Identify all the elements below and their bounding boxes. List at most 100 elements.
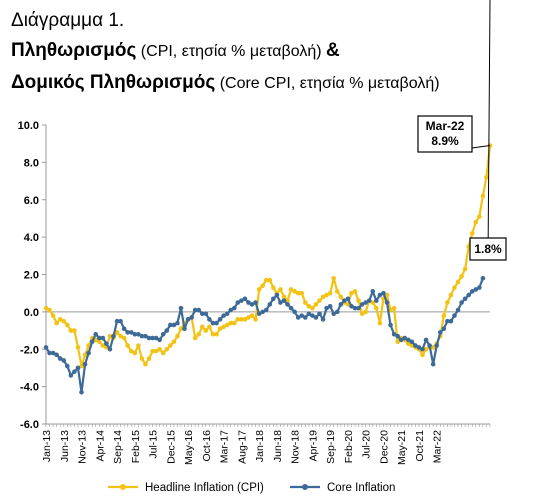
x-tick-label: Oct-21 [414, 430, 426, 462]
point-core [43, 345, 49, 350]
point-headline [374, 305, 379, 311]
point-headline [441, 313, 447, 318]
point-headline [157, 346, 162, 352]
x-axis: Jan-13 Jun-13 Nov-13 Apr-14 Sep-14 Feb-15 Jul-… [41, 311, 491, 465]
point-core [175, 320, 180, 326]
point-core [480, 275, 486, 281]
x-tick-label: Jun-18 [272, 430, 284, 462]
point-core [132, 332, 138, 337]
point-headline [469, 231, 475, 236]
point-core [79, 389, 84, 395]
x-tick-label: May-21 [396, 430, 408, 465]
point-core [370, 289, 376, 294]
x-tick-label: Nov-18 [290, 430, 302, 464]
point-headline [217, 326, 223, 331]
point-core [65, 363, 70, 369]
point-headline [57, 317, 63, 322]
point-core [107, 346, 113, 352]
point-headline [125, 343, 130, 348]
x-tick-label: Nov-13 [77, 430, 89, 464]
point-headline [246, 315, 251, 320]
y-tick-label: 0.0 [24, 307, 39, 319]
title-core-bold: Δομικός Πληθωρισμός [11, 72, 216, 93]
point-core [285, 302, 290, 307]
series-layer [43, 143, 493, 395]
point-headline [299, 290, 305, 296]
point-headline [253, 317, 258, 322]
x-tick-label: Oct-16 [201, 430, 213, 462]
point-core [47, 350, 52, 356]
point-headline [143, 361, 148, 367]
point-core [271, 296, 276, 302]
point-core [150, 335, 155, 341]
point-headline [359, 311, 365, 317]
x-tick-label: Jul-20 [361, 430, 373, 459]
point-core [377, 292, 383, 298]
point-headline [477, 214, 482, 219]
point-core [160, 332, 166, 337]
point-core [96, 335, 102, 341]
point-core [203, 311, 209, 317]
title-cpi-desc: (CPI, ετησία % μεταβολή) [136, 43, 327, 60]
point-core [82, 361, 88, 367]
point-headline [164, 346, 170, 352]
annotations: Mar-228.9% 1.8% [417, 0, 507, 261]
point-headline [210, 332, 216, 337]
point-headline [256, 287, 262, 292]
point-headline [263, 277, 269, 283]
point-headline [61, 318, 67, 324]
title-ampersand: & [326, 40, 340, 61]
point-core [352, 305, 358, 311]
point-core [89, 339, 95, 345]
point-core [199, 311, 205, 317]
point-core [359, 302, 365, 307]
point-headline [448, 292, 454, 298]
point-headline [150, 348, 155, 354]
point-core [398, 337, 404, 343]
point-core [374, 298, 379, 303]
point-core [235, 300, 241, 305]
point-headline [178, 326, 184, 331]
point-headline [107, 333, 113, 339]
x-tick-label: Jun-13 [59, 430, 71, 462]
point-headline [430, 345, 436, 350]
point-core [253, 300, 258, 305]
point-core [434, 343, 440, 348]
point-core [310, 313, 315, 318]
legend-marker-core [302, 484, 308, 490]
point-core [214, 320, 219, 326]
callout-box-core [469, 237, 507, 261]
callout-leader-headline [471, 145, 491, 149]
point-headline [423, 346, 429, 352]
point-headline [406, 341, 411, 346]
x-tick-label: Aug-17 [236, 430, 248, 464]
x-tick-label: Sep-19 [325, 430, 337, 464]
point-headline [320, 294, 326, 300]
point-core [448, 318, 454, 324]
point-core [114, 318, 120, 324]
point-headline [420, 352, 425, 358]
point-headline [302, 300, 308, 305]
y-tick-label: -2.0 [20, 344, 39, 356]
point-core [157, 337, 162, 343]
point-core [437, 330, 443, 335]
point-headline [132, 350, 138, 356]
point-headline [65, 322, 70, 328]
point-headline [363, 309, 368, 315]
point-headline [100, 343, 106, 348]
point-core [118, 318, 123, 324]
point-headline [224, 322, 230, 328]
point-headline [271, 285, 276, 290]
point-core [317, 311, 322, 317]
point-core [349, 303, 354, 309]
point-core [274, 292, 280, 298]
point-headline [334, 289, 340, 294]
y-tick-label: -6.0 [20, 419, 39, 431]
point-headline [47, 307, 52, 313]
point-headline [136, 343, 141, 348]
point-core [192, 307, 198, 313]
legend-label-headline: Headline Inflation (CPI) [145, 482, 264, 494]
x-tick-label: Jan-18 [254, 430, 266, 462]
point-core [267, 302, 273, 307]
point-core [168, 322, 173, 328]
